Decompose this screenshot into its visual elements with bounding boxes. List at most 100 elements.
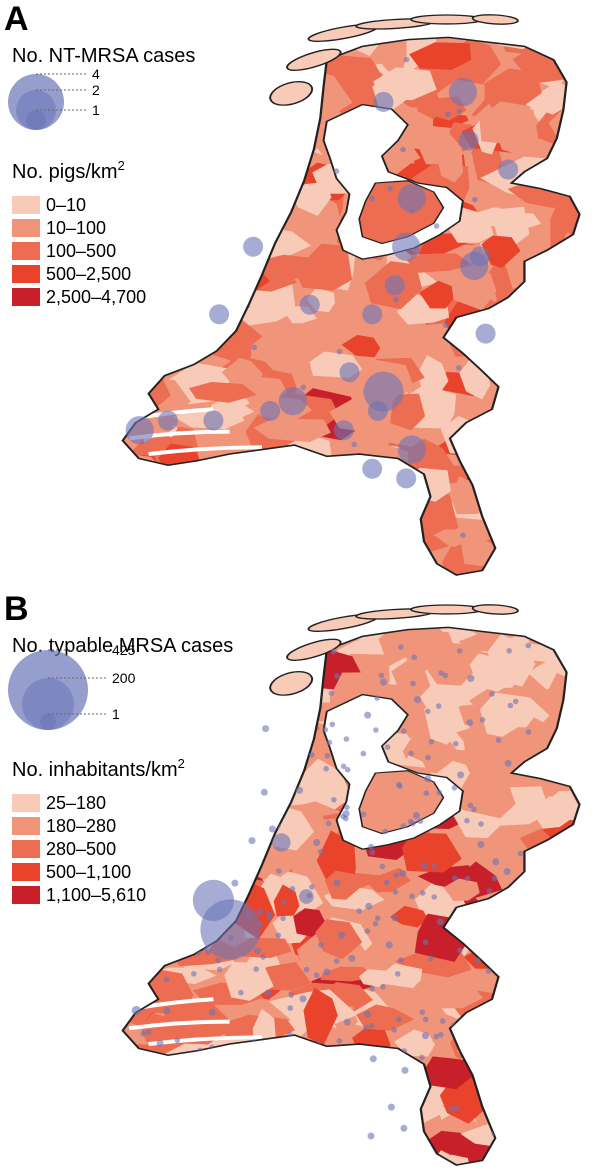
bubble-breda [264,989,272,997]
region-patch [316,471,358,492]
case-dot [199,697,206,704]
region-patch [221,590,257,622]
region-patch [499,904,545,954]
region-patch [260,102,313,139]
region-patch [247,705,305,740]
case-dot [464,875,471,882]
choropleth-class-label: 100–500 [46,241,116,261]
choropleth-swatch [12,794,40,812]
bubble-breda [260,400,281,421]
case-dot [439,1018,446,1024]
region-patch [184,785,243,809]
bubble-maastricht [367,1132,375,1140]
case-dot [460,532,466,538]
region-patch [122,337,146,357]
bubble-goes [158,410,178,431]
region-patch [229,1037,311,1090]
region-patch [220,168,299,192]
case-dot [380,984,386,990]
bubble-goes [163,1007,171,1014]
region-patch [537,882,580,907]
case-dot [302,711,309,718]
case-dot [369,195,376,202]
region-patch [262,555,294,576]
region-patch [527,37,580,51]
case-dot [239,824,245,830]
case-dot [489,1059,495,1065]
region-patch [213,121,248,147]
region-patch [253,418,331,443]
region-patch [122,504,205,559]
region-patch [417,355,449,400]
region-patch [503,935,541,973]
case-dot [356,908,363,914]
case-dot [397,957,404,963]
region-patch [122,508,145,527]
case-dot [369,1022,375,1029]
region-patch [521,1111,580,1159]
region-patch [183,174,251,194]
region-patch [343,536,418,565]
region-patch [201,607,273,625]
region-patch [159,0,202,37]
case-dot [485,1083,492,1089]
region-patch [537,927,580,958]
region-patch [122,64,196,113]
case-dot [445,111,451,118]
case-dot [453,1105,460,1112]
estuary-channel [128,1019,230,1031]
region-patch [123,1060,165,1080]
bubble-enschede [503,868,511,875]
case-dot [457,947,463,954]
bubble-hoogeveen [457,771,465,779]
case-dot [307,728,313,734]
bubble-weert [369,1055,377,1063]
region-patch [271,1142,327,1162]
region-patch [122,595,191,625]
case-dot [474,910,480,916]
case-dot [300,1079,307,1086]
choropleth-title-main: No. pigs/km [12,161,118,183]
region-patch [254,774,285,810]
region-patch [221,358,264,393]
bubble-middelburg [125,416,154,445]
case-dot [288,992,295,998]
bubble-eindhoven [333,420,354,441]
case-dot [174,1037,181,1044]
region-patch [122,521,139,547]
case-dot [324,752,331,759]
wadden-island [286,48,342,71]
region-patch [274,469,332,521]
case-dot [396,1016,402,1022]
region-patch [122,97,153,133]
region-patch [406,253,473,273]
region-patch [141,149,177,195]
choropleth-class-label: 1,100–5,610 [46,885,146,905]
case-dot [428,955,434,962]
region-patch [401,832,462,873]
case-dot [525,642,532,649]
region-patch [203,149,234,173]
case-dot [393,296,399,303]
bubble-leiden [231,879,239,887]
region-patch [511,307,566,370]
case-dot [140,80,147,86]
region-patch [238,730,291,781]
case-dot [287,1005,294,1011]
region-patch [168,281,192,316]
region-patch [125,94,155,139]
region-patch [192,1119,244,1159]
case-dot [328,690,335,696]
region-patch [565,37,580,62]
bubble-nijmegen [385,941,393,949]
case-dot [515,916,521,922]
bubble-eindhoven [343,1018,351,1026]
case-dot [257,921,263,927]
region-patch [222,541,272,576]
panel-letter: B [4,590,29,628]
region-patch [417,982,483,1009]
case-dot [485,968,492,974]
case-dot [134,998,140,1005]
case-dot [289,886,296,892]
